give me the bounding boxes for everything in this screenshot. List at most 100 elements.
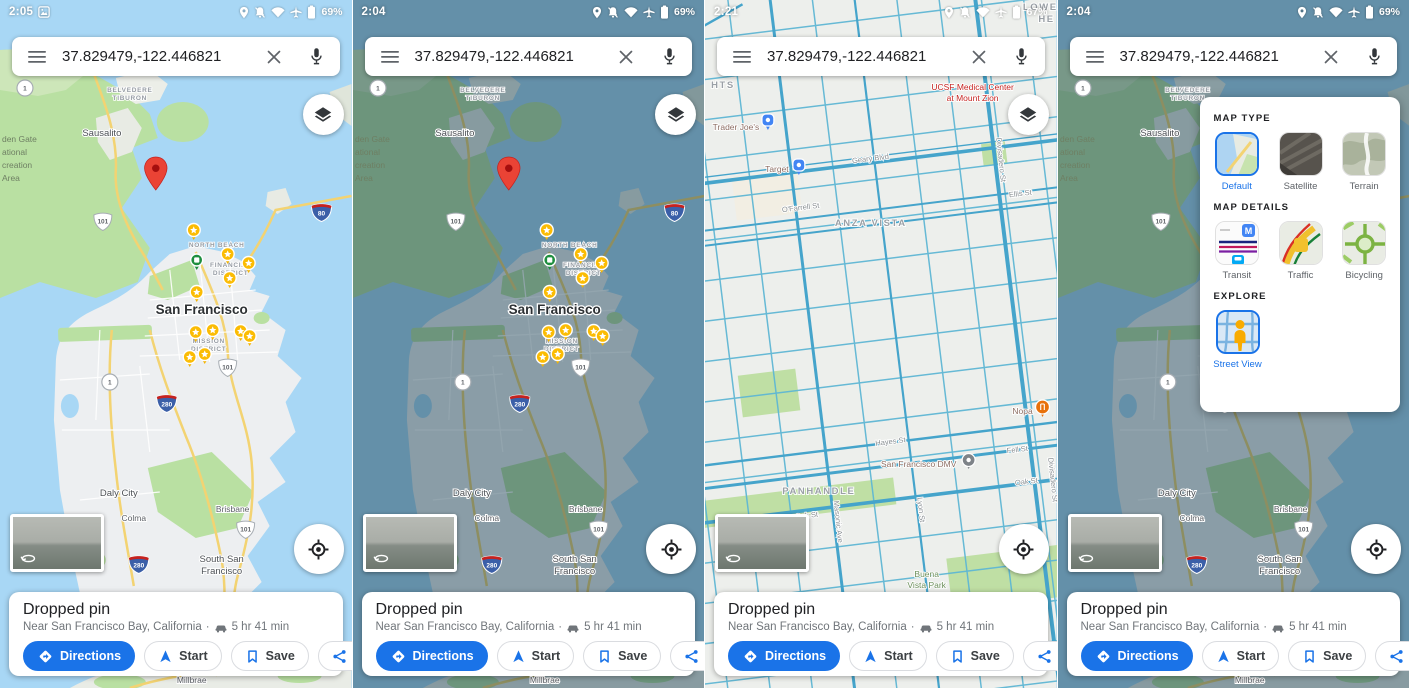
layers-button[interactable] — [655, 94, 696, 135]
save-button[interactable]: Save — [1288, 641, 1367, 671]
poi-pins[interactable] — [761, 113, 1051, 469]
subtitle-separator: · — [205, 621, 210, 633]
street-view-loop-icon — [724, 553, 743, 564]
search-input[interactable]: 37.829479,-122.446821 — [62, 48, 222, 65]
terrain-thumbnail — [1342, 132, 1387, 176]
share-icon — [684, 649, 699, 664]
clear-search-button[interactable] — [606, 37, 646, 76]
svg-text:ational: ational — [2, 147, 27, 157]
bookmark-icon — [1302, 649, 1317, 664]
share-button[interactable]: Share — [317, 641, 352, 671]
search-input[interactable]: 37.829479,-122.446821 — [414, 48, 574, 65]
start-button[interactable]: Start — [144, 641, 222, 671]
svg-text:FINANCIAL: FINANCIAL — [210, 262, 251, 269]
search-input[interactable]: 37.829479,-122.446821 — [1119, 48, 1279, 65]
bicycling-label: Bicycling — [1345, 270, 1383, 281]
layers-icon — [312, 104, 334, 126]
directions-button[interactable]: Directions — [1080, 641, 1193, 671]
menu-button[interactable] — [717, 37, 767, 76]
svg-text:Buena: Buena — [914, 569, 939, 579]
explore-street-view[interactable]: Street View — [1212, 310, 1264, 370]
map-type-terrain[interactable]: Terrain — [1339, 132, 1390, 192]
action-row: Directions Start Save Share — [1080, 641, 1409, 671]
share-button[interactable]: Share — [1375, 641, 1409, 671]
my-location-button[interactable] — [646, 524, 696, 574]
share-button[interactable]: Share — [1022, 641, 1057, 671]
menu-button[interactable] — [365, 37, 415, 76]
map-labels-layer: BELVEDERE TIBURON Sausalito den Gate ati… — [2, 79, 333, 686]
clear-search-button[interactable] — [254, 37, 294, 76]
hamburger-icon — [381, 50, 399, 64]
close-icon — [1324, 50, 1338, 64]
search-bar[interactable]: 37.829479,-122.446821 — [364, 37, 692, 76]
save-button[interactable]: Save — [935, 641, 1014, 671]
drive-time: 5 hr 41 min — [584, 621, 642, 633]
svg-text:101: 101 — [97, 218, 108, 225]
bottom-sheet[interactable]: Dropped pin Near San Francisco Bay, Cali… — [361, 592, 704, 676]
detail-bicycling[interactable]: Bicycling — [1339, 221, 1390, 281]
hamburger-icon — [28, 50, 46, 64]
svg-text:Target: Target — [765, 164, 789, 174]
voice-search-button[interactable] — [999, 37, 1045, 76]
bottom-sheet[interactable]: Dropped pin Near San Francisco Bay, Cali… — [714, 592, 1057, 676]
bottom-sheet[interactable]: Dropped pin Near San Francisco Bay, Cali… — [9, 592, 352, 676]
search-input[interactable]: 37.829479,-122.446821 — [767, 48, 927, 65]
satellite-thumbnail — [1278, 132, 1323, 176]
my-location-icon — [1012, 538, 1035, 561]
start-button[interactable]: Start — [849, 641, 927, 671]
directions-button[interactable]: Directions — [728, 641, 841, 671]
street-view-thumbnail[interactable] — [715, 514, 809, 572]
clear-search-button[interactable] — [959, 37, 999, 76]
start-button[interactable]: Start — [496, 641, 575, 671]
menu-button[interactable] — [1070, 37, 1120, 76]
notifications-off-icon — [959, 6, 971, 19]
share-button[interactable]: Share — [670, 641, 704, 671]
map-canvas[interactable] — [352, 0, 705, 688]
place-locality: Near San Francisco Bay, California — [375, 621, 555, 633]
my-location-button[interactable] — [293, 524, 344, 574]
voice-search-button[interactable] — [1351, 37, 1397, 76]
street-view-thumbnail[interactable] — [10, 514, 104, 572]
phone-panel-1: BELVEDERE TIBURON Sausalito den Gate ati… — [0, 0, 352, 688]
map-layers-menu: MAP TYPE Default Satellite — [1199, 97, 1400, 412]
directions-icon — [1095, 648, 1112, 665]
detail-traffic[interactable]: Traffic — [1275, 221, 1326, 281]
svg-text:San Francisco: San Francisco — [156, 302, 248, 317]
map-details-row: M Transit Traffic Bicycling — [1212, 221, 1390, 281]
voice-search-button[interactable] — [294, 37, 340, 76]
car-icon — [566, 622, 580, 633]
search-bar[interactable]: 37.829479,-122.446821 — [717, 37, 1045, 76]
street-view-thumbnail[interactable] — [362, 514, 457, 572]
map-canvas[interactable]: BELVEDERE TIBURON Sausalito den Gate ati… — [0, 0, 352, 688]
svg-text:Francisco: Francisco — [201, 566, 242, 577]
status-time: 2:04 — [361, 6, 386, 18]
bottom-sheet[interactable]: Dropped pin Near San Francisco Bay, Cali… — [1066, 592, 1409, 676]
default-label: Default — [1221, 181, 1252, 192]
street-view-thumbnail[interactable] — [1067, 514, 1162, 572]
status-bar: 2:21 67% — [705, 0, 1057, 24]
save-button[interactable]: Save — [230, 641, 309, 671]
street-view-loop-icon — [19, 553, 38, 564]
map-canvas[interactable]: UCSF Medical Center at Mount Zion HTS LO… — [705, 0, 1057, 688]
menu-button[interactable] — [12, 37, 62, 76]
save-button[interactable]: Save — [583, 641, 662, 671]
svg-text:HTS: HTS — [711, 80, 735, 91]
voice-search-button[interactable] — [646, 37, 692, 76]
action-row: Directions Start Save Share — [23, 641, 352, 671]
clear-search-button[interactable] — [1311, 37, 1351, 76]
search-bar[interactable]: 37.829479,-122.446821 — [12, 37, 340, 76]
my-location-button[interactable] — [1351, 524, 1401, 574]
status-bar: 2:04 69% — [1058, 0, 1409, 24]
battery-icon — [1012, 5, 1021, 19]
directions-button[interactable]: Directions — [23, 641, 136, 671]
search-bar[interactable]: 37.829479,-122.446821 — [1069, 37, 1397, 76]
directions-button[interactable]: Directions — [375, 641, 488, 671]
layers-button[interactable] — [1007, 94, 1049, 135]
my-location-button[interactable] — [998, 524, 1049, 574]
detail-transit[interactable]: M Transit — [1212, 221, 1263, 281]
map-type-default[interactable]: Default — [1212, 132, 1263, 192]
layers-button[interactable] — [302, 94, 344, 135]
map-type-satellite[interactable]: Satellite — [1275, 132, 1326, 192]
start-button[interactable]: Start — [1201, 641, 1280, 671]
